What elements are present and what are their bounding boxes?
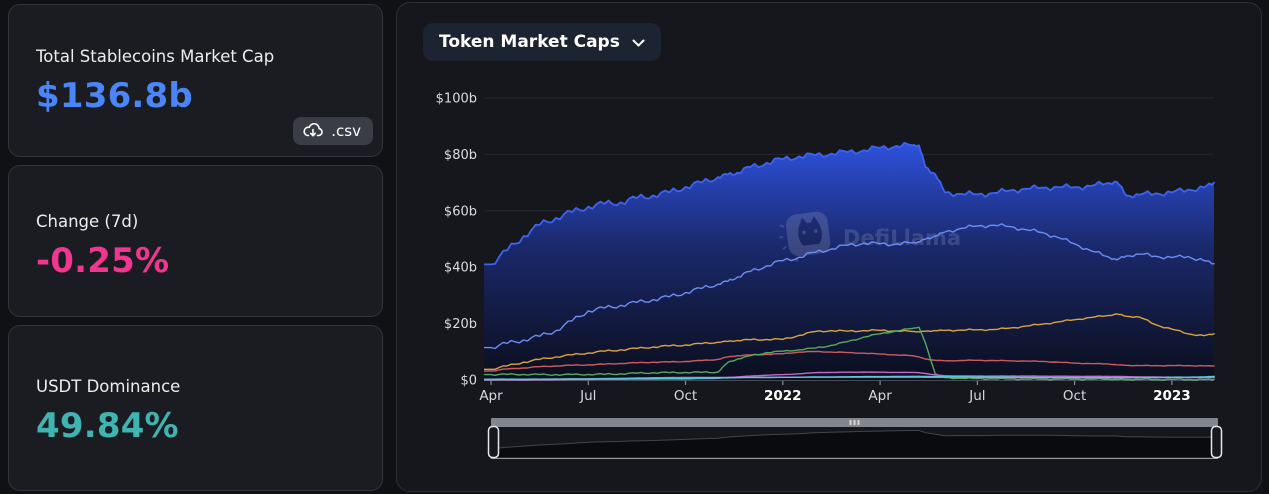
x-tick-label: Apr bbox=[868, 388, 892, 404]
chart-panel: $0 $20b $40b $60b $80b $100b Apr Jul Oct 2022 Apr J… bbox=[396, 2, 1262, 492]
x-tick-label: Jul bbox=[968, 388, 985, 404]
x-tick-label: Apr bbox=[479, 388, 503, 404]
stat-card-usdt-dominance: USDT Dominance 49.84% bbox=[8, 325, 383, 491]
brush-handle-right[interactable] bbox=[1210, 425, 1223, 459]
stat-label-change-7d: Change (7d) bbox=[36, 212, 139, 231]
chevron-down-icon bbox=[632, 32, 645, 52]
x-tick-label: 2022 bbox=[764, 388, 802, 404]
defillama-watermark: DefiLlama bbox=[779, 211, 961, 262]
x-tick-label: Oct bbox=[674, 388, 697, 404]
y-tick-label: $60b bbox=[444, 204, 477, 219]
stat-value-change-7d: -0.25% bbox=[36, 241, 170, 281]
y-tick-label: $80b bbox=[444, 148, 477, 163]
y-tick-label: $100b bbox=[436, 92, 477, 107]
brush-overview-area bbox=[490, 430, 1219, 459]
series-line-USDT bbox=[484, 141, 1215, 266]
brush-handle-left[interactable] bbox=[487, 425, 500, 459]
series-line-DAI bbox=[484, 350, 1215, 372]
x-tick-label: Oct bbox=[1063, 388, 1086, 404]
series-line-BUSD bbox=[484, 313, 1215, 370]
cloud-download-icon bbox=[303, 123, 324, 139]
series-line-UST bbox=[484, 326, 1215, 381]
selector-label: Token Market Caps bbox=[439, 32, 620, 52]
stat-label-total-market-cap: Total Stablecoins Market Cap bbox=[36, 47, 275, 66]
series-line-TUSD bbox=[484, 375, 1215, 380]
y-tick-label: $40b bbox=[444, 261, 477, 276]
x-tick-label: Jul bbox=[579, 388, 596, 404]
stat-card-total-market-cap: Total Stablecoins Market Cap $136.8b .cs… bbox=[8, 4, 383, 157]
token-market-caps-selector[interactable]: Token Market Caps bbox=[423, 23, 661, 61]
csv-button-label: .csv bbox=[331, 122, 361, 140]
y-tick-label: $0 bbox=[460, 374, 477, 389]
stat-card-change-7d: Change (7d) -0.25% bbox=[8, 165, 383, 317]
brush-grip-icon[interactable] bbox=[849, 420, 860, 425]
x-tick-label: 2023 bbox=[1153, 388, 1191, 404]
stat-value-usdt-dominance: 49.84% bbox=[36, 406, 179, 446]
stat-label-usdt-dominance: USDT Dominance bbox=[36, 377, 181, 396]
stat-value-total-market-cap: $136.8b bbox=[36, 76, 193, 116]
download-csv-button[interactable]: .csv bbox=[293, 117, 373, 145]
stats-column: Total Stablecoins Market Cap $136.8b .cs… bbox=[8, 4, 383, 491]
series-line-USDC bbox=[484, 223, 1215, 350]
watermark-text: DefiLlama bbox=[843, 226, 961, 250]
y-tick-label: $20b bbox=[444, 317, 477, 332]
series-area-USDT bbox=[484, 142, 1215, 381]
token-market-caps-chart: $0 $20b $40b $60b $80b $100b Apr Jul Oct 2022 Apr J… bbox=[397, 3, 1263, 493]
